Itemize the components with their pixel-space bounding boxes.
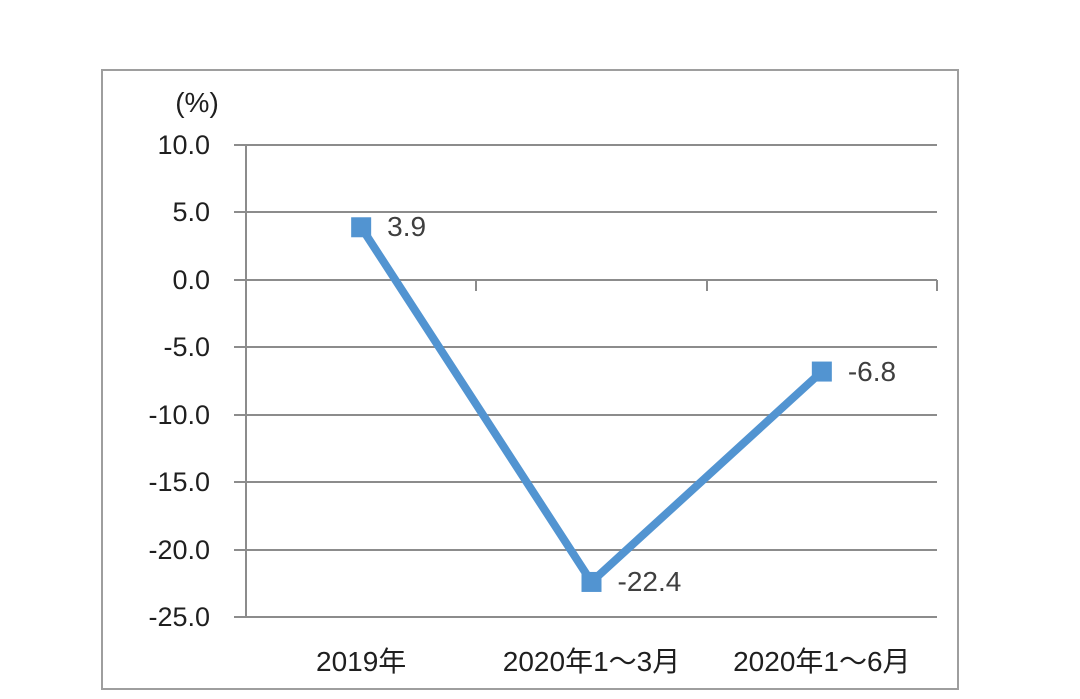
y-tick-label: -25.0 [148,602,210,632]
category-boundary-tick [705,279,708,291]
gridline [234,616,937,618]
y-tick-label: 10.0 [157,130,210,160]
y-axis-unit-label: (%) [175,87,219,118]
data-point-label: -22.4 [617,565,682,597]
series-line [357,225,825,589]
y-axis-line [245,145,247,618]
y-tick-label: -20.0 [148,534,210,565]
y-tick-label: 0.0 [172,264,210,295]
y-tick-label: -5.0 [163,332,210,363]
gridline [234,413,937,416]
x-category-label: 2019年 [316,646,407,677]
category-boundary-tick [475,279,478,291]
gridline [234,211,937,214]
category-boundary-tick [936,279,938,291]
data-point-label: -6.8 [847,355,897,387]
data-point-marker [811,361,832,382]
y-tick-label: -15.0 [148,467,210,498]
gridline [234,346,937,349]
x-category-label: 2020年1～3月 [502,646,681,677]
gridline [234,278,937,281]
y-tick-label: 5.0 [172,197,210,228]
data-point-marker [351,217,372,238]
gridline [234,548,937,551]
chart-frame: (%) 10.0 5.0 0.0 -5.0 -10.0 -15.0 -20.0 -25.0 3… [101,69,959,690]
y-tick-label: -10.0 [148,399,210,430]
data-point-label: 3.9 [387,211,427,243]
gridline [234,481,937,484]
data-point-marker [581,571,602,592]
gridline [234,144,937,146]
x-category-label: 2020年1～6月 [733,646,911,677]
